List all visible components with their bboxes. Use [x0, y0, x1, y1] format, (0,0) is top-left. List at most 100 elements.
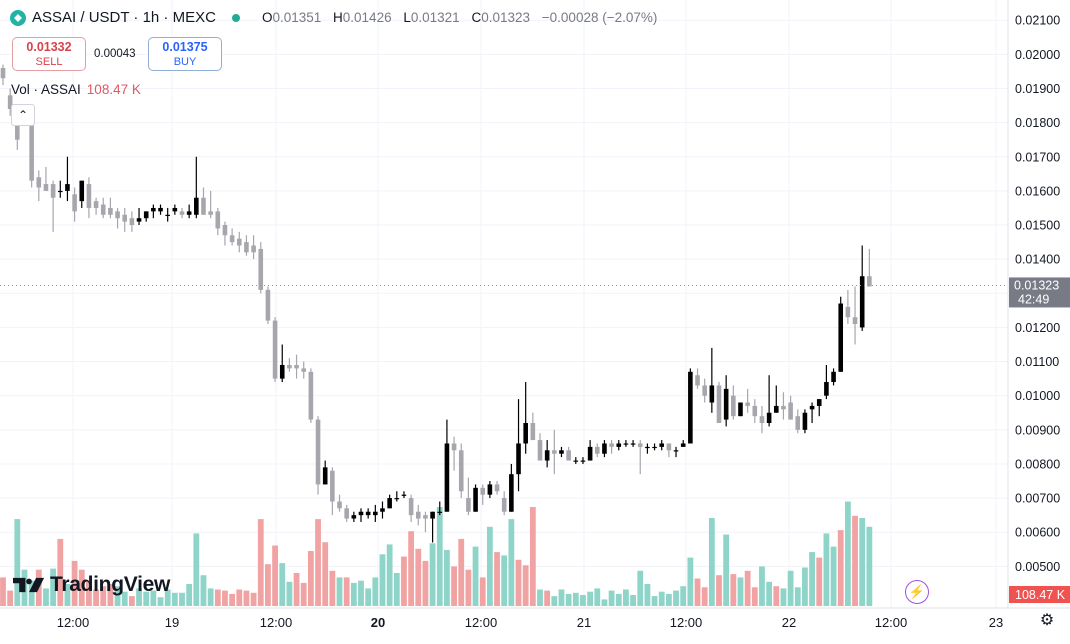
- candle-body: [222, 225, 228, 236]
- candle-body: [637, 443, 643, 447]
- price-tick-label: 0.01200: [1015, 321, 1060, 335]
- candle-body: [816, 399, 822, 406]
- volume-bar: [315, 519, 321, 606]
- candle-body: [179, 211, 185, 215]
- volume-bar: [401, 556, 407, 606]
- volume-bar: [859, 518, 866, 606]
- collapse-legend-button[interactable]: ⌃: [11, 104, 35, 126]
- volume-bar: [322, 542, 329, 606]
- volume-bar: [408, 531, 415, 606]
- lightning-icon[interactable]: ⚡: [905, 580, 929, 604]
- volume-bar: [637, 570, 644, 606]
- volume-bar: [236, 589, 243, 606]
- candle-body: [673, 450, 679, 452]
- candle-body: [315, 419, 321, 485]
- candle-body: [358, 511, 364, 516]
- low-label: L: [403, 10, 411, 25]
- volume-bar: [751, 587, 758, 606]
- candle-body: [394, 498, 400, 500]
- volume-bar: [150, 590, 157, 606]
- volume-tag-background: [1009, 586, 1070, 603]
- candle-body: [65, 184, 70, 191]
- volume-bar: [300, 582, 307, 606]
- volume-bar: [222, 590, 228, 606]
- candle-body: [838, 303, 844, 372]
- candle-body: [537, 440, 543, 461]
- volume-bar: [701, 587, 708, 606]
- volume-bar: [128, 596, 135, 606]
- buy-button[interactable]: 0.01375 BUY: [148, 37, 222, 71]
- candle-body: [15, 112, 20, 140]
- candle-body: [473, 487, 478, 512]
- candle-body: [115, 211, 120, 219]
- volume-bar: [193, 533, 200, 606]
- volume-bar: [307, 551, 314, 606]
- candle-body: [559, 450, 564, 454]
- volume-bar: [694, 578, 701, 606]
- tradingview-logo[interactable]: TradingView: [13, 573, 170, 597]
- time-tick-label: 12:00: [260, 615, 293, 630]
- volume-bar: [200, 575, 207, 606]
- volume-bar: [272, 545, 278, 606]
- chevron-up-icon: ⌃: [17, 108, 29, 122]
- volume-bar: [852, 515, 858, 606]
- candle-body: [745, 402, 750, 406]
- time-tick-label: 12:00: [465, 615, 498, 630]
- price-tick-label: 0.01900: [1015, 82, 1060, 96]
- candle-body: [437, 511, 443, 513]
- volume-bar: [665, 593, 672, 606]
- price-tick-label: 0.02000: [1015, 48, 1060, 62]
- candle-body: [580, 460, 586, 462]
- candle-body: [809, 405, 815, 410]
- candle-body: [509, 474, 514, 512]
- candle-body: [773, 405, 779, 413]
- candle-body: [652, 446, 657, 449]
- volume-bar: [436, 507, 443, 606]
- sell-button[interactable]: 0.01332 SELL: [12, 37, 86, 71]
- volume-bar: [343, 577, 350, 606]
- candle-body: [236, 238, 242, 246]
- candle-body: [229, 235, 235, 243]
- candle-body: [373, 511, 378, 516]
- volume-bar: [207, 588, 214, 606]
- gear-icon[interactable]: ⚙: [1039, 612, 1055, 629]
- symbol-title[interactable]: ASSAI / USDT · 1h · MEXC: [32, 9, 216, 26]
- price-tick-label: 0.01800: [1015, 116, 1060, 130]
- candle-body: [587, 446, 593, 461]
- volume-label: Vol · ASSAI: [11, 82, 81, 97]
- volume-bar: [744, 570, 751, 606]
- time-axis[interactable]: 12:00 19 12:00 20 12:00 21 12:00 22 12:00 23: [57, 615, 1004, 630]
- tradingview-wordmark: TradingView: [50, 573, 171, 596]
- volume-bar: [43, 588, 49, 606]
- volume-legend[interactable]: Vol · ASSAI 108.47 K: [11, 82, 141, 97]
- time-tick-label: 12:00: [670, 615, 703, 630]
- candle-body: [29, 119, 34, 181]
- candle-body: [158, 207, 163, 212]
- candle-body: [802, 412, 808, 430]
- close-label: C: [471, 10, 482, 25]
- candle-body: [523, 422, 528, 444]
- time-tick-label: 19: [165, 615, 179, 630]
- sell-label: SELL: [35, 56, 63, 68]
- volume-bar: [107, 584, 114, 606]
- candle-body: [136, 218, 142, 222]
- candle-body: [487, 484, 493, 495]
- candle-body: [695, 375, 700, 386]
- volume-bar: [429, 543, 436, 606]
- volume-bar: [515, 559, 522, 606]
- volume-bar: [529, 507, 536, 606]
- price-axis[interactable]: 0.02100 0.02000 0.01900 0.01800 0.01700 0.016…: [1015, 14, 1060, 574]
- candle-body: [186, 211, 192, 215]
- assai-coin-icon: [10, 9, 26, 26]
- candle-body: [122, 214, 128, 222]
- candle-body: [57, 190, 63, 193]
- chart-grid: [0, 0, 1008, 608]
- volume-bar: [623, 589, 629, 606]
- volume-bar: [265, 564, 271, 606]
- volume-bar: [537, 589, 543, 606]
- candle-body: [430, 511, 435, 519]
- price-tick-label: 0.01600: [1015, 184, 1060, 198]
- volume-bar: [687, 557, 694, 606]
- price-tick-label: 0.00700: [1015, 492, 1060, 506]
